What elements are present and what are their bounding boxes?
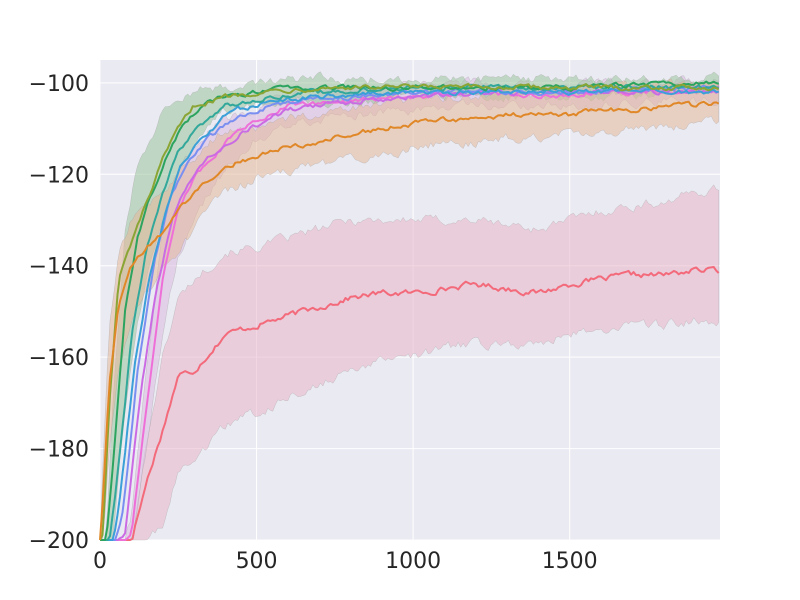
x-tick-label: 0 (93, 549, 107, 574)
confidence-band (100, 184, 719, 541)
series-lines (99, 80, 720, 541)
y-tick-label: −180 (29, 438, 89, 463)
series-line (100, 266, 720, 541)
y-tick-label: −100 (29, 72, 89, 97)
y-tick-label: −160 (29, 346, 89, 371)
x-tick-label: 1500 (542, 549, 598, 574)
y-tick-label: −120 (29, 163, 89, 188)
x-tick-label: 1000 (385, 549, 441, 574)
y-axis-ticks: −200 −180 −160 −140 −120 −100 (29, 72, 89, 554)
y-tick-label: −200 (29, 529, 89, 554)
confidence-band (100, 71, 719, 541)
series-line (100, 87, 719, 541)
y-tick-label: −140 (29, 255, 89, 280)
x-tick-label: 500 (236, 549, 278, 574)
series-line (99, 100, 720, 541)
series-line (99, 83, 720, 541)
x-axis-ticks: 0 500 1000 1500 (93, 549, 598, 574)
